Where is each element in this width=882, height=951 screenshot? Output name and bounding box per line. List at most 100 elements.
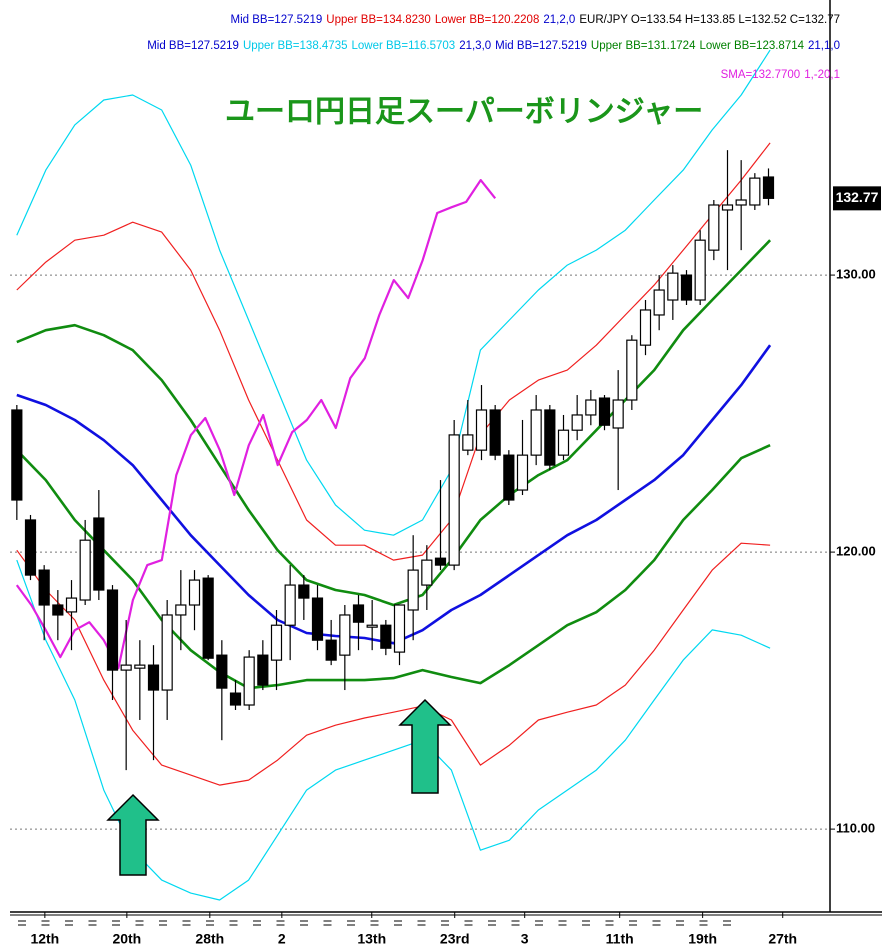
candle-body [571,414,583,431]
x-tick-label: 12th [30,931,59,947]
axis-marks [18,920,731,926]
x-tick-label: 13th [357,931,386,947]
candle-body [352,604,365,623]
indicator-line [15,179,497,670]
header-item: Lower BB=120.2208 [435,14,540,26]
candle-body [243,656,255,706]
x-tick-label: 3 [521,931,529,947]
candle-body [544,409,556,466]
y-tick-label: 130.00 [836,267,876,282]
header-line: Mid BB=127.5219 Upper BB=134.8230 Lower BB… [231,14,840,26]
candle-body [421,559,433,586]
candle-body [626,339,638,401]
candle-body [65,597,78,613]
indicator-line [16,239,772,607]
y-tick-label: 110.00 [836,821,875,836]
header-item: Upper BB=138.4735 [243,40,348,52]
indicator-line [16,542,771,786]
last-price-label: 132.77 [836,189,879,205]
chart-title: ユーロ円日足スーパーボリンジャー [225,95,703,130]
header-item: Upper BB=134.8230 [326,14,431,26]
indicator-line [16,344,772,645]
candle-body [462,434,474,451]
candle-body [257,654,269,686]
candle-body [298,584,310,599]
candle-body [735,199,747,206]
candle-body [202,577,214,659]
candle-body [708,204,720,251]
header-item: EUR/JPY O=133.54 H=133.85 L=132.52 C=132… [579,14,840,26]
candle-body [639,309,652,346]
candle-body [475,409,488,451]
header-item: 21,2,0 [543,14,575,26]
candle-body [653,289,665,316]
candle-body [339,614,351,656]
candle-body [503,454,515,501]
candle-body [147,664,160,691]
indicator-line [15,444,771,690]
header-item: 21,3,0 [459,40,491,52]
candle-body [11,409,23,501]
x-tick-label: 27th [768,931,797,947]
candle-body [38,569,50,606]
header-item: 1,-20,1 [804,69,840,81]
candle-body [667,272,679,301]
header-item: Lower BB=116.5703 [352,40,456,52]
x-tick-label: 28th [195,931,224,947]
candle-body [448,434,460,566]
x-tick-label: 20th [112,931,141,947]
header-item: Mid BB=127.5219 [495,40,587,52]
candle-body [188,579,201,606]
candle-body [530,409,542,456]
header-line: Mid BB=127.5219 Upper BB=138.4735 Lower BB… [147,40,840,52]
candle-body [270,624,283,661]
arrow [398,698,452,794]
header-item: Mid BB=127.5219 [231,14,323,26]
candle-body [516,454,529,491]
x-tick-label: 2 [278,931,286,947]
header-item: Upper BB=131.1724 [591,40,696,52]
last-price-box [833,186,881,211]
candle-body [694,239,706,301]
candle-body [680,274,693,301]
candle-body [585,399,597,416]
candle-body [106,589,119,671]
header-item: SMA=132.7700 [721,69,801,81]
indicator-line [16,49,771,536]
candle-body [612,399,624,429]
candle-body [311,597,324,641]
candle-body [407,569,419,611]
candle-body [598,397,611,426]
candle-body [161,614,173,691]
x-tick-label: 19th [688,931,717,947]
candle-body [434,557,447,566]
x-tick-label: 11th [606,931,634,947]
candle-body [216,654,228,689]
indicator-line [16,142,771,561]
x-tick-label: 23rd [440,931,470,947]
candle-body [229,692,242,706]
candle-body [79,539,91,601]
candle-body [557,429,570,456]
header-item: Lower BB=123.8714 [699,40,804,52]
candle-body [366,624,378,628]
candle-body [393,604,406,653]
candle-body [120,664,132,671]
candle-body [24,519,37,576]
header-item: Mid BB=127.5219 [147,40,239,52]
arrow [106,793,160,876]
candle-body [749,177,761,206]
y-tick-label: 120.00 [836,544,876,559]
candle-body [93,517,105,591]
candle-body [175,604,187,616]
candle-body [284,584,296,626]
header-item: 21,1,0 [808,40,840,52]
header-line: SMA=132.7700 1,-20,1 [721,69,840,81]
candle-body [762,176,775,199]
candle-body [134,664,146,669]
candle-body [489,409,501,456]
candle-body [721,204,734,211]
candle-body [380,624,392,649]
